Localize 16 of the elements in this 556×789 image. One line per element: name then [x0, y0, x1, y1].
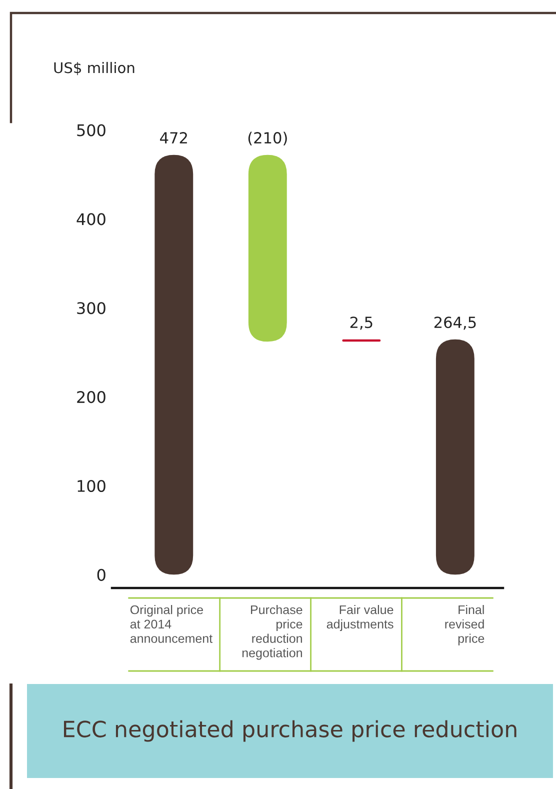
text: ECC negotiated purchase price reduction: [64, 720, 516, 742]
x-tick-label: Purchase price reduction negotiation: [242, 605, 302, 660]
data-label: 2,5: [350, 316, 372, 330]
x-tick-label: Final revised price: [445, 605, 484, 646]
y-tick-label: 100: [78, 480, 106, 492]
y-axis-title: US$ million: [54, 62, 134, 76]
y-tick-label: 200: [77, 391, 106, 404]
data-label: (210): [248, 132, 287, 146]
x-tick-label: Fair value adjustments: [326, 605, 394, 632]
y-tick-label: 300: [77, 302, 106, 314]
y-tick-label: 400: [76, 213, 106, 226]
y-tick-label: 500: [77, 124, 106, 136]
x-tick-label: Original price at 2014 announcement: [130, 605, 212, 643]
data-label: 264,5: [434, 316, 476, 330]
y-tick-label: 0: [97, 568, 106, 581]
data-label: 472: [160, 132, 187, 144]
